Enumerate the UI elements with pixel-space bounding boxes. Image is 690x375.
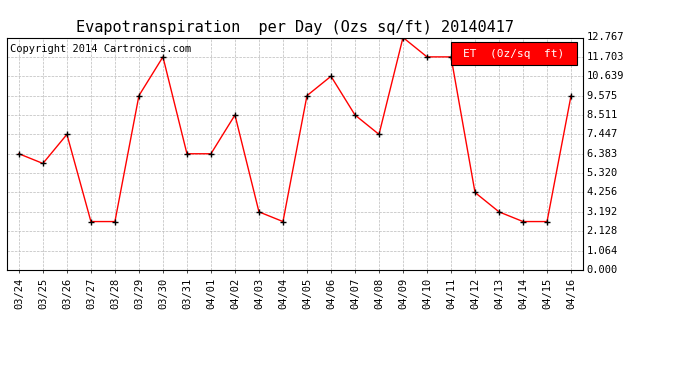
Text: 2.128: 2.128 — [586, 226, 618, 236]
Text: 9.575: 9.575 — [586, 91, 618, 101]
FancyBboxPatch shape — [451, 42, 578, 65]
Text: 1.064: 1.064 — [586, 246, 618, 256]
Text: 0.000: 0.000 — [586, 265, 618, 275]
Text: 5.320: 5.320 — [586, 168, 618, 178]
Text: 10.639: 10.639 — [586, 71, 624, 81]
Text: 8.511: 8.511 — [586, 110, 618, 120]
Text: 12.767: 12.767 — [586, 33, 624, 42]
Title: Evapotranspiration  per Day (Ozs sq/ft) 20140417: Evapotranspiration per Day (Ozs sq/ft) 2… — [76, 20, 514, 35]
Text: 11.703: 11.703 — [586, 52, 624, 62]
Text: 7.447: 7.447 — [586, 129, 618, 140]
Text: ET  (0z/sq  ft): ET (0z/sq ft) — [463, 49, 564, 59]
Text: 6.383: 6.383 — [586, 149, 618, 159]
Text: 4.256: 4.256 — [586, 188, 618, 198]
Text: 3.192: 3.192 — [586, 207, 618, 217]
Text: Copyright 2014 Cartronics.com: Copyright 2014 Cartronics.com — [10, 45, 191, 54]
